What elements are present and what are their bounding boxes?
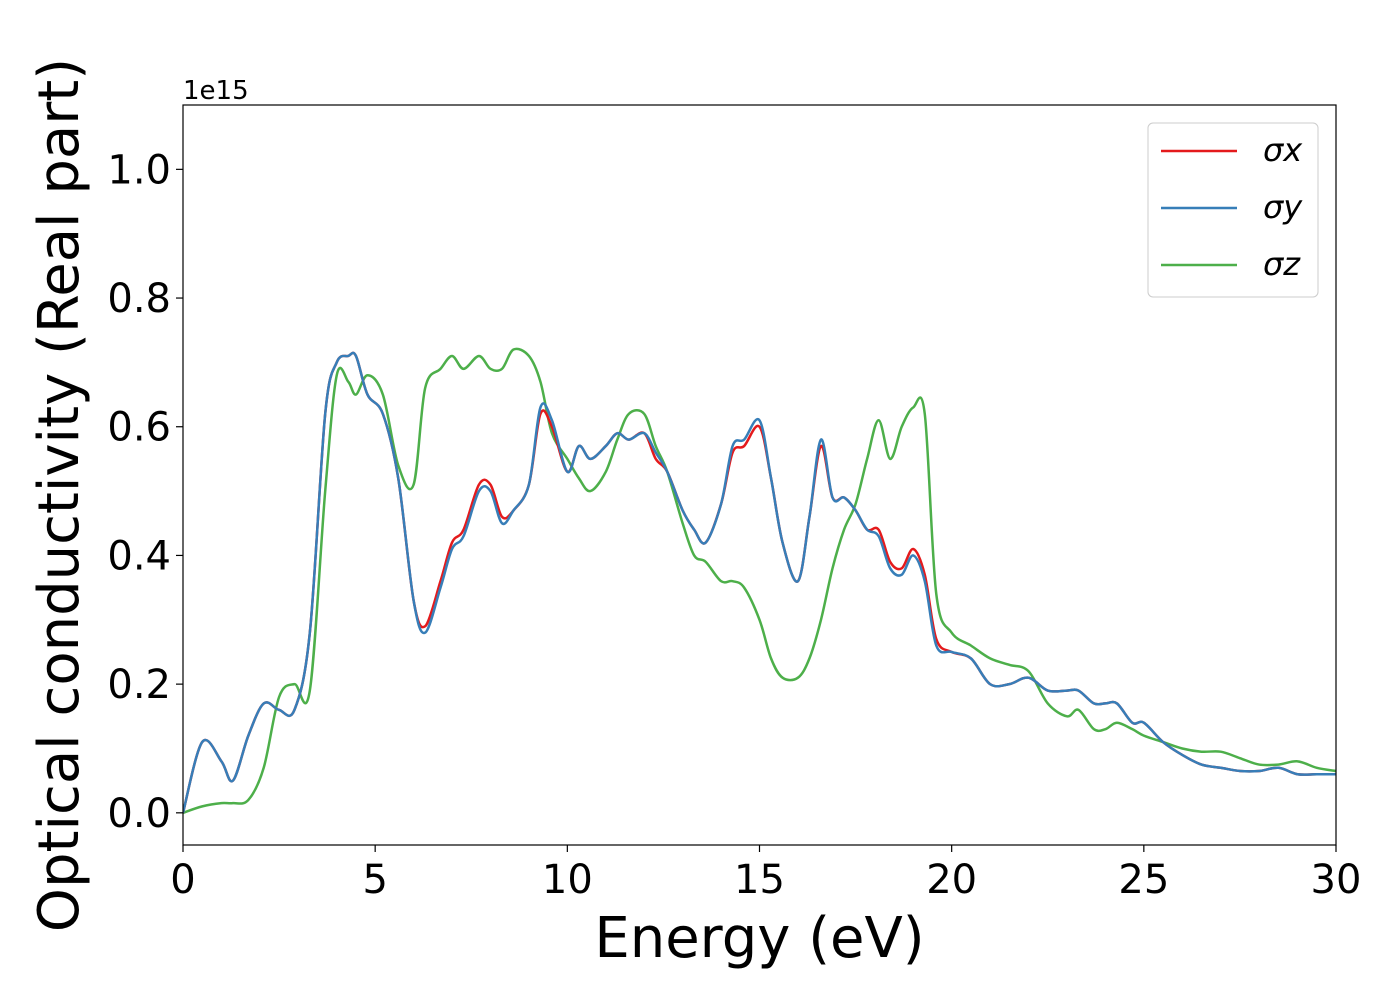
legend-label: σx — [1263, 131, 1303, 169]
y-axis-label: Optical conductivity (Real part) — [27, 58, 92, 932]
y-offset-label: 1e15 — [183, 76, 249, 106]
x-tick-label: 0 — [170, 857, 195, 903]
x-tick-label: 20 — [926, 857, 977, 903]
x-tick-label: 25 — [1118, 857, 1169, 903]
series-line-2 — [183, 351, 1336, 814]
legend-label: σy — [1263, 188, 1303, 226]
legend-box — [1147, 122, 1319, 298]
legend: σx σy σz — [1147, 122, 1319, 298]
y-tick-label: 0.6 — [107, 405, 171, 451]
plot-area — [183, 347, 1336, 815]
y-tick-label: 1.0 — [107, 147, 171, 193]
y-axis-ticks: 0.0 0.2 0.4 0.6 0.8 1.0 — [107, 147, 183, 837]
x-tick-label: 5 — [362, 857, 387, 903]
x-axis-ticks: 0 5 10 15 20 25 30 — [170, 845, 1361, 903]
x-tick-label: 15 — [734, 857, 785, 903]
legend-label: σz — [1263, 245, 1301, 283]
x-tick-label: 30 — [1311, 857, 1362, 903]
x-tick-label: 10 — [542, 857, 593, 903]
y-tick-label: 0.2 — [107, 662, 171, 708]
y-tick-label: 0.4 — [107, 533, 171, 579]
y-tick-label: 0.8 — [107, 276, 171, 322]
x-axis-label: Energy (eV) — [594, 906, 924, 971]
y-tick-label: 0.0 — [107, 791, 171, 837]
